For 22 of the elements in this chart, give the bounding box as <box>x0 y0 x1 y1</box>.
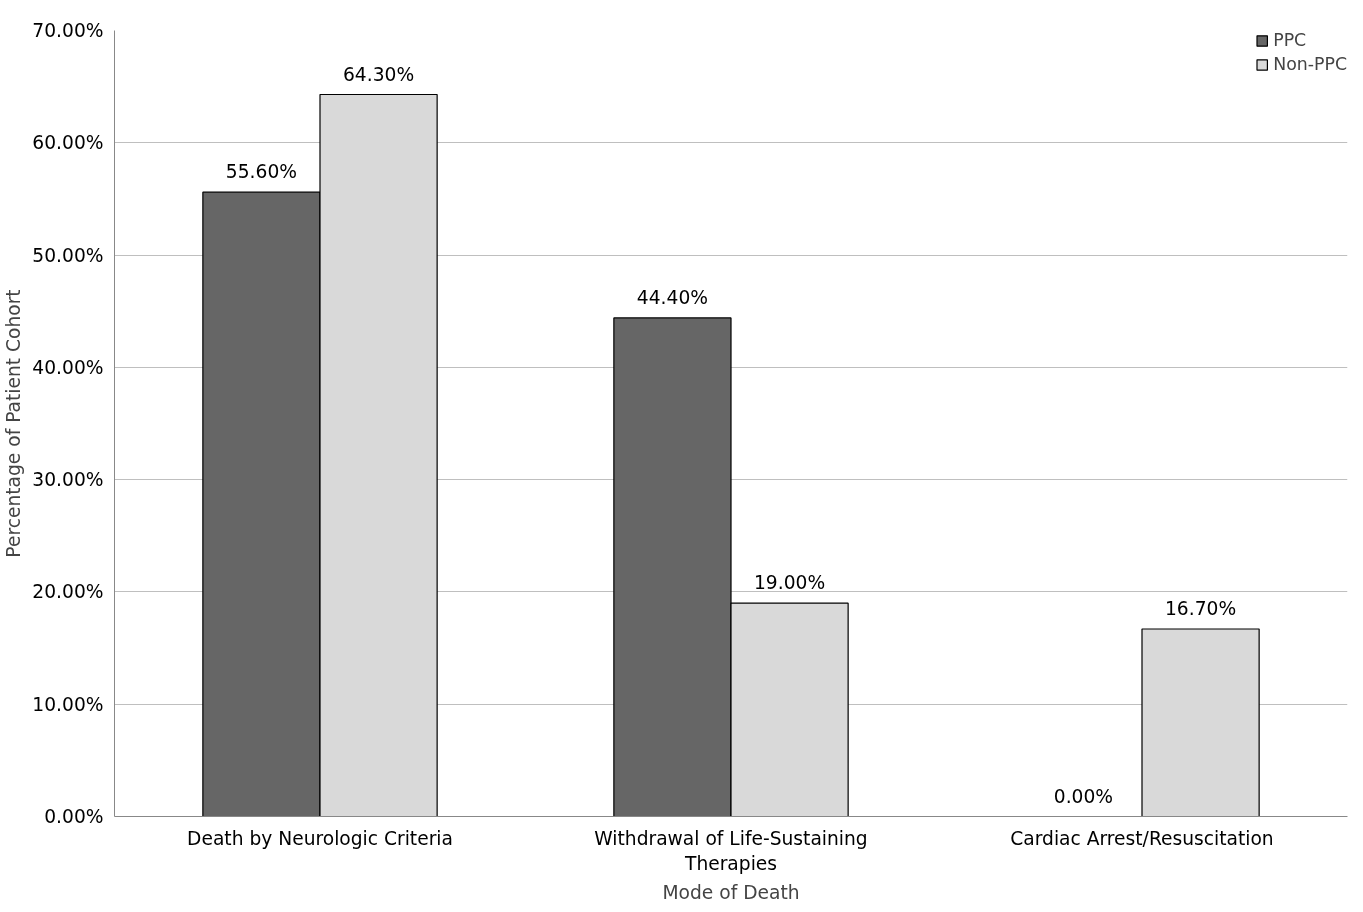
y-tick-label: 50.00% <box>32 244 104 266</box>
data-label: 44.40% <box>636 286 709 308</box>
y-axis-title: Percentage of Patient Cohort <box>3 289 25 558</box>
legend-label: PPC <box>1273 30 1307 50</box>
y-tick-label: 10.00% <box>32 693 104 715</box>
data-label: 55.60% <box>225 161 298 183</box>
x-tick-label: Withdrawal of Life-Sustaining Therapies <box>594 827 868 874</box>
x-tick-label: Cardiac Arrest/Resuscitation <box>1010 827 1274 849</box>
y-tick-label: 0.00% <box>44 806 104 827</box>
legend-label: Non-PPC <box>1273 54 1347 74</box>
y-tick-label: 40.00% <box>32 356 104 378</box>
y-tick-label: 20.00% <box>32 581 104 603</box>
x-tick-label: Death by Neurologic Criteria <box>187 827 453 849</box>
y-tick-label: 30.00% <box>32 469 104 491</box>
bar <box>1141 628 1260 817</box>
data-label: 0.00% <box>1053 785 1114 807</box>
y-tick-label: 70.00% <box>32 20 104 41</box>
y-tick-label: 60.00% <box>32 132 104 154</box>
x-axis-title: Mode of Death <box>662 881 800 903</box>
data-label: 64.30% <box>343 63 415 85</box>
data-label: 16.70% <box>1165 597 1237 619</box>
data-label: 19.00% <box>754 572 826 594</box>
